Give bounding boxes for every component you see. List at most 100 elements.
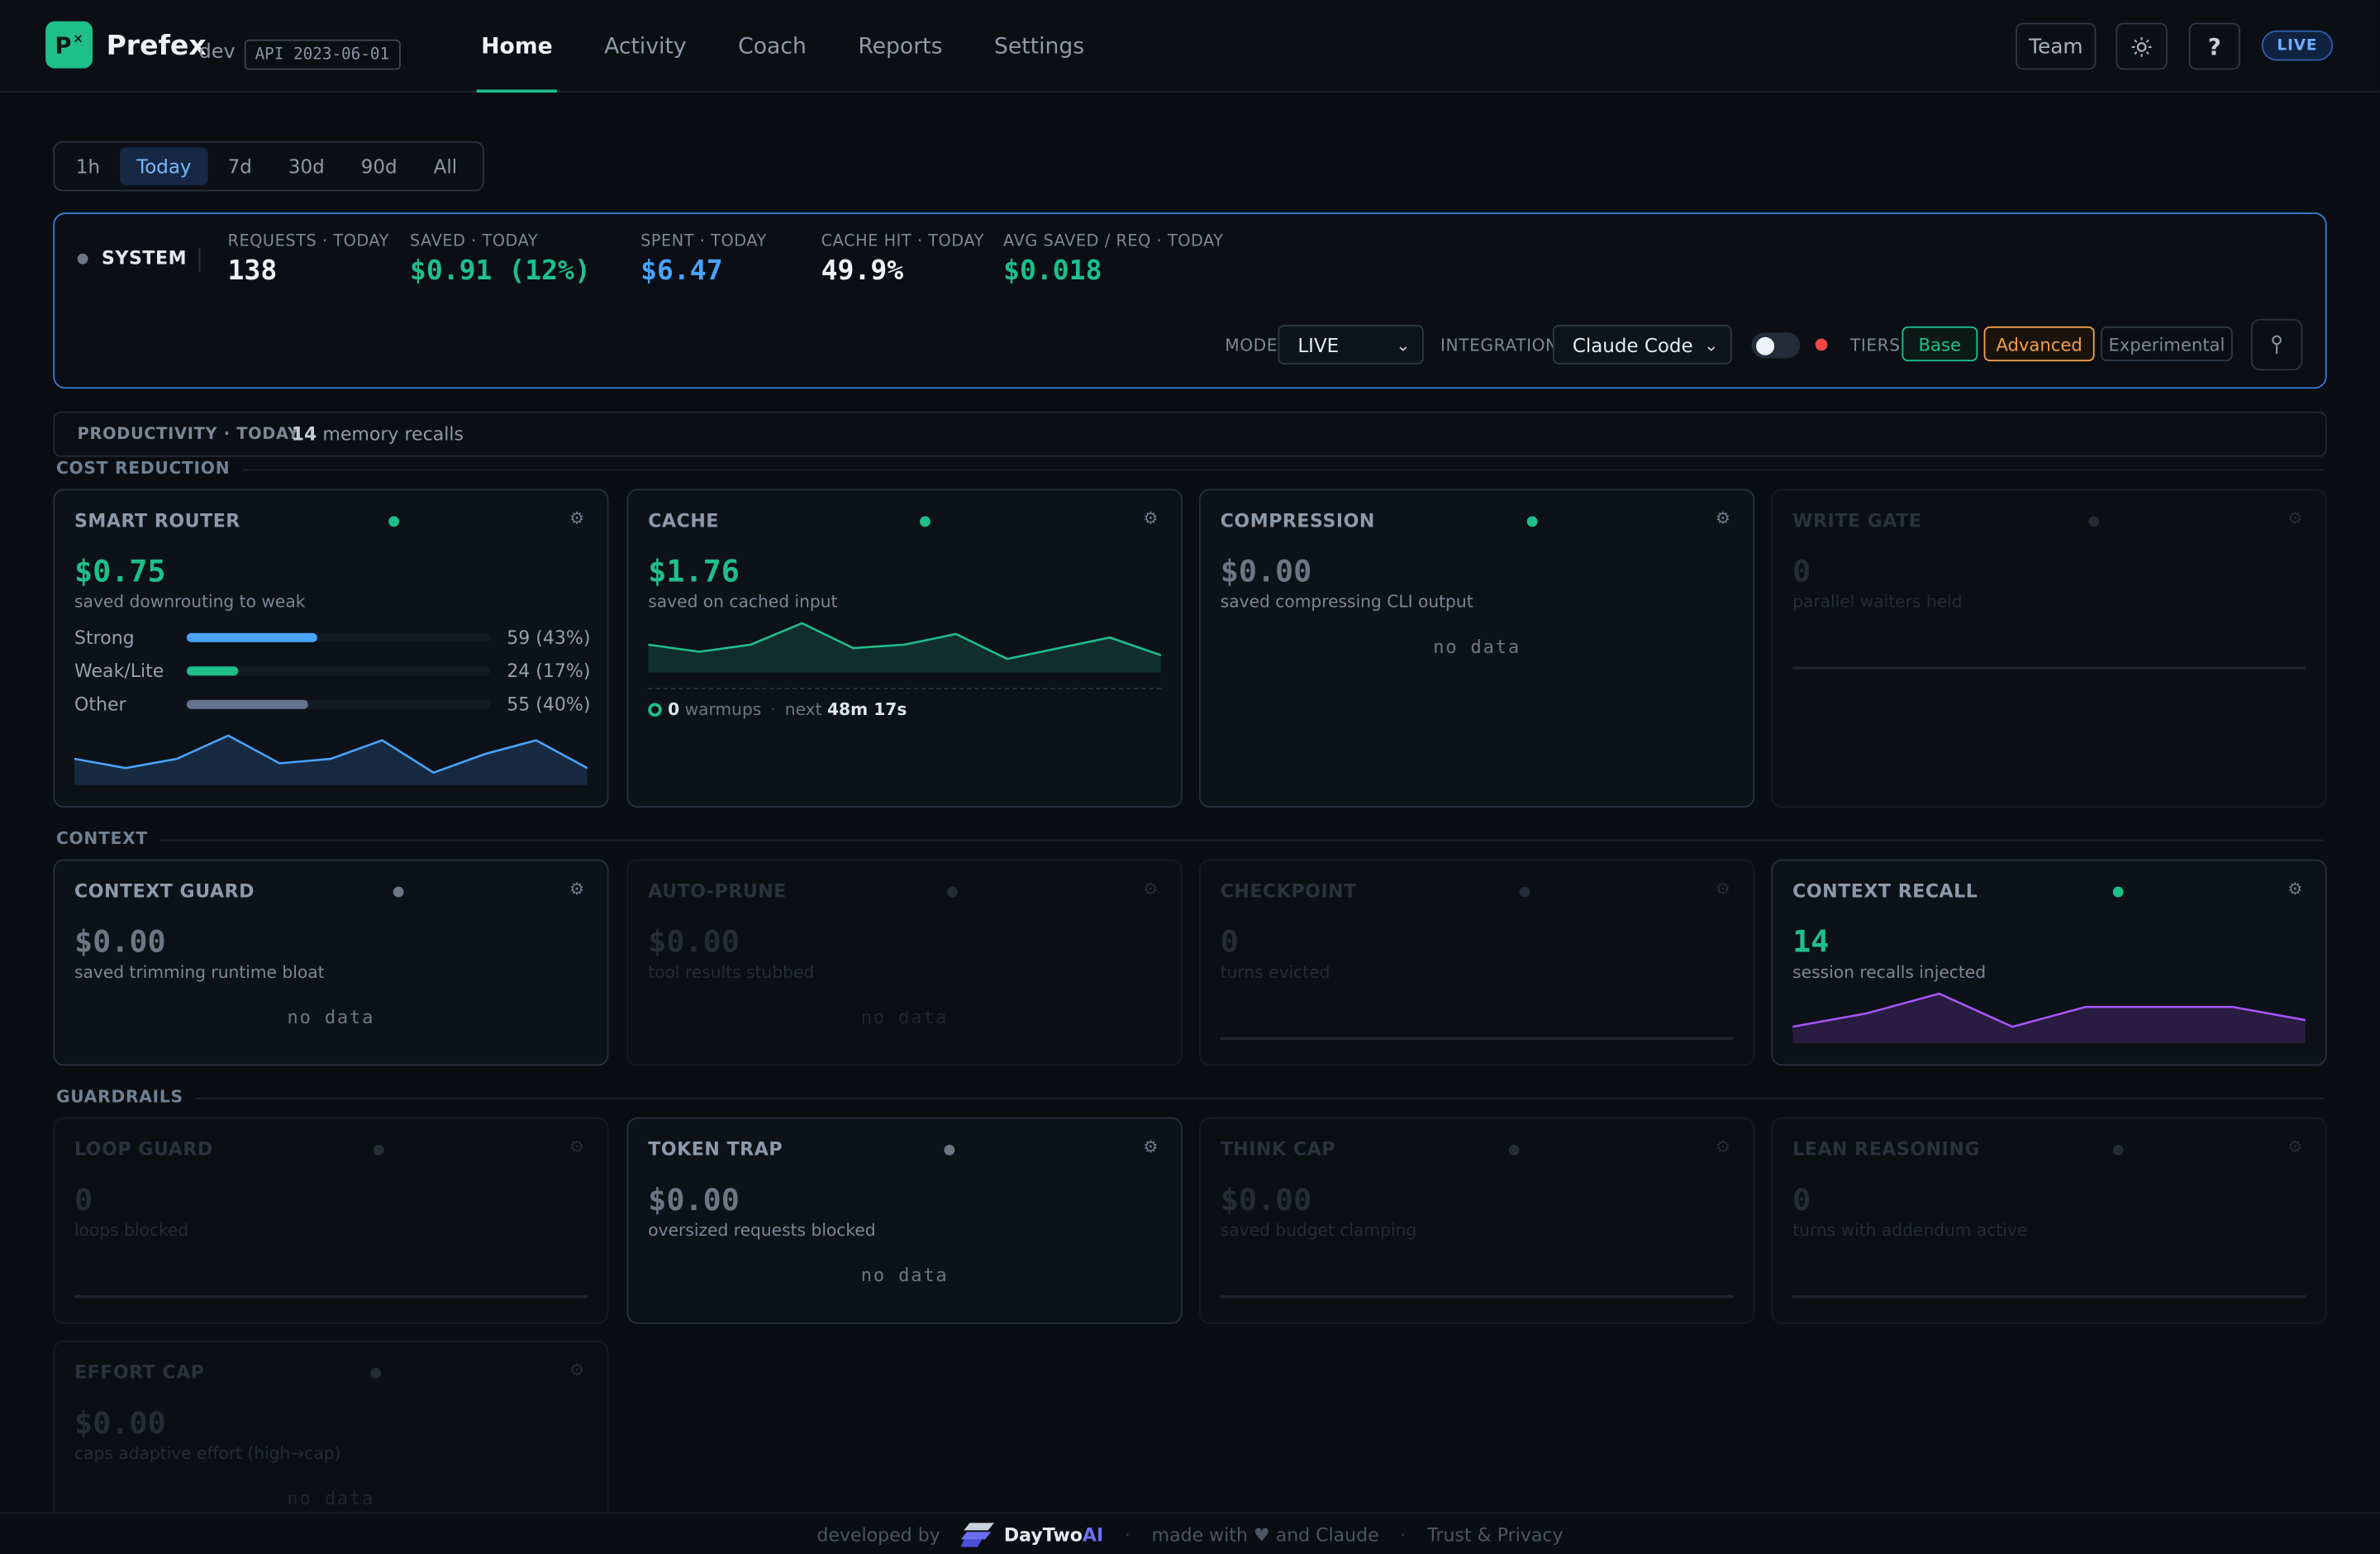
gear-icon[interactable]: ⚙: [569, 1137, 585, 1157]
sparkline-line: [648, 622, 1162, 660]
gear-icon[interactable]: ⚙: [569, 508, 585, 529]
sparkline-line: [1792, 992, 2306, 1028]
pin-icon: [2272, 335, 2282, 354]
section-cost-reduction: COST REDUCTION: [55, 458, 2324, 480]
card-smart-router[interactable]: SMART ROUTER ⚙ $0.75 saved downrouting t…: [53, 489, 609, 808]
card-loop-guard[interactable]: LOOP GUARD ⚙ 0 loops blocked: [53, 1117, 609, 1324]
chevron-down-icon: ⌄: [1396, 335, 1411, 355]
team-button[interactable]: Team: [2016, 22, 2097, 70]
separator: ·: [1400, 1523, 1407, 1545]
gear-icon[interactable]: ⚙: [1715, 508, 1730, 529]
gear-icon[interactable]: ⚙: [1715, 879, 1730, 899]
route-label: Strong: [74, 627, 135, 649]
gear-icon[interactable]: ⚙: [1715, 1137, 1730, 1157]
sun-icon: [2131, 36, 2152, 56]
prefex-logo[interactable]: P ×: [45, 21, 93, 69]
section-rule: [55, 469, 2324, 471]
card-subtitle: saved budget clamping: [1220, 1220, 1417, 1241]
card-title: CHECKPOINT: [1220, 880, 1357, 902]
gear-icon[interactable]: ⚙: [2287, 879, 2303, 899]
card-compression[interactable]: COMPRESSION ⚙ $0.00 saved compressing CL…: [1198, 489, 1755, 808]
power-toggle[interactable]: [1751, 332, 1801, 359]
card-checkpoint[interactable]: CHECKPOINT ⚙ 0 turns evicted: [1198, 859, 1755, 1066]
system-status-dot: [77, 253, 88, 265]
gear-icon[interactable]: ⚙: [1143, 1137, 1159, 1157]
range-all[interactable]: All: [433, 155, 458, 178]
theme-toggle-button[interactable]: [2116, 22, 2168, 70]
card-context-guard[interactable]: CONTEXT GUARD ⚙ $0.00 saved trimming run…: [53, 859, 609, 1066]
card-subtitle: saved downrouting to weak: [74, 592, 306, 613]
mode-select[interactable]: LIVE ⌄: [1278, 325, 1424, 365]
nav-home[interactable]: Home: [455, 0, 578, 93]
range-30d[interactable]: 30d: [288, 155, 325, 178]
card-token-trap[interactable]: TOKEN TRAP ⚙ $0.00 oversized requests bl…: [626, 1117, 1183, 1324]
divider: [198, 247, 201, 272]
route-label: Other: [74, 694, 126, 716]
gear-icon[interactable]: ⚙: [2287, 1137, 2303, 1157]
warmups-info: 0 warmups · next 48m 17s: [648, 700, 907, 720]
status-red-dot: [1815, 338, 1828, 351]
status-dot: [2112, 1144, 2124, 1156]
gear-icon[interactable]: ⚙: [1143, 879, 1159, 899]
gear-icon[interactable]: ⚙: [569, 879, 585, 899]
tier-experimental[interactable]: Experimental: [2100, 326, 2233, 362]
card-title: AUTO-PRUNE: [648, 880, 787, 902]
status-dot: [2112, 886, 2124, 898]
trust-privacy-link[interactable]: Trust & Privacy: [1427, 1523, 1564, 1545]
range-1h[interactable]: 1h: [75, 155, 101, 178]
card-think-cap[interactable]: THINK CAP ⚙ $0.00 saved budget clamping: [1198, 1117, 1755, 1324]
gear-icon[interactable]: ⚙: [2287, 508, 2303, 529]
nav-settings[interactable]: Settings: [993, 34, 1085, 59]
tier-base[interactable]: Base: [1902, 326, 1978, 362]
status-dot: [1519, 886, 1530, 898]
card-title: CONTEXT GUARD: [74, 880, 255, 902]
gear-icon[interactable]: ⚙: [569, 1360, 585, 1380]
productivity-label: PRODUCTIVITY · TODAY: [77, 425, 300, 444]
nav-reports[interactable]: Reports: [858, 34, 943, 59]
sparkline-area: [648, 622, 1162, 673]
card-write-gate[interactable]: WRITE GATE ⚙ 0 parallel waiters held: [1771, 489, 2327, 808]
range-today[interactable]: Today: [119, 147, 208, 186]
sparkline: [648, 622, 1162, 673]
card-title: SMART ROUTER: [74, 510, 240, 532]
stat-value: $0.018: [1003, 255, 1102, 288]
card-title: COMPRESSION: [1220, 510, 1375, 532]
card-value: $0.00: [74, 922, 166, 960]
no-data-label: no data: [860, 1006, 949, 1028]
card-auto-prune[interactable]: AUTO-PRUNE ⚙ $0.00 tool results stubbed …: [626, 859, 1183, 1066]
dashed-divider: [648, 688, 1162, 689]
tier-advanced[interactable]: Advanced: [1983, 326, 2095, 362]
nav-coach[interactable]: Coach: [738, 34, 807, 59]
integration-select[interactable]: Claude Code ⌄: [1552, 325, 1732, 365]
gear-icon[interactable]: ⚙: [1143, 508, 1159, 529]
route-value: 55 (40%): [507, 694, 591, 716]
card-subtitle: saved compressing CLI output: [1220, 592, 1473, 613]
card-lean-reasoning[interactable]: LEAN REASONING ⚙ 0 turns with addendum a…: [1771, 1117, 2327, 1324]
env-label: dev: [198, 41, 236, 64]
range-90d[interactable]: 90d: [360, 155, 397, 178]
card-cache[interactable]: CACHE ⚙ $1.76 saved on cached input 0 wa…: [626, 489, 1183, 808]
daytwo-logo-icon: [961, 1522, 995, 1547]
card-subtitle: caps adaptive effort (high→cap): [74, 1443, 341, 1464]
separator: ·: [770, 699, 776, 720]
daytwo-link[interactable]: DayTwoAI: [1003, 1523, 1104, 1545]
card-value: 0: [1792, 552, 1811, 589]
card-value: $0.00: [1220, 1180, 1312, 1218]
card-subtitle: saved on cached input: [648, 592, 838, 613]
card-context-recall[interactable]: CONTEXT RECALL ⚙ 14 session recalls inje…: [1771, 859, 2327, 1066]
stat-cache-hit: CACHE HIT · TODAY 49.9%: [821, 232, 984, 287]
card-subtitle: session recalls injected: [1792, 962, 1987, 983]
card-title: WRITE GATE: [1792, 510, 1922, 532]
nav-activity[interactable]: Activity: [604, 34, 687, 59]
section-title: CONTEXT: [55, 828, 160, 849]
main-nav: Home Activity Coach Reports Settings: [455, 0, 1110, 93]
section-title: GUARDRAILS: [55, 1087, 196, 1107]
range-7d[interactable]: 7d: [227, 155, 252, 178]
productivity-value: 14 memory recalls: [292, 423, 464, 445]
help-button[interactable]: ?: [2188, 22, 2240, 70]
stat-label: CACHE HIT · TODAY: [821, 232, 984, 251]
pin-button[interactable]: [2250, 318, 2303, 371]
stat-avg-saved: AVG SAVED / REQ · TODAY $0.018: [1003, 232, 1224, 287]
sparkline-area: [1792, 994, 2306, 1043]
card-title: LEAN REASONING: [1792, 1138, 1981, 1161]
